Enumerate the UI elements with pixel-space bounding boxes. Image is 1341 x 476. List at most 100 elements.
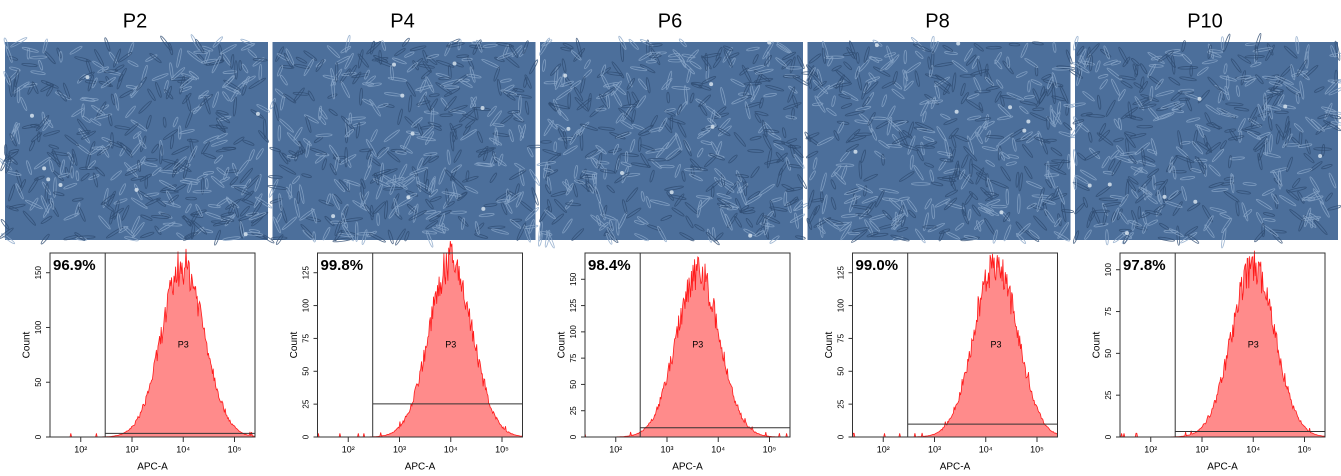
cell [1019,105,1029,115]
x-tick-label: 10³ [660,444,673,454]
cell [695,98,707,106]
cell [813,217,832,228]
cell [1040,137,1048,155]
cell [626,77,635,90]
cell [1314,86,1325,93]
cell [976,59,983,77]
cell [882,209,893,221]
cell [1292,177,1301,189]
histogram-area [584,256,790,438]
x-tick-label: 10² [1144,444,1157,454]
cell [402,176,416,188]
cell [1020,42,1029,58]
cell [22,210,36,226]
cell [1114,155,1134,164]
cell [649,169,655,183]
cell [955,222,965,231]
cell [267,185,288,190]
cell [42,200,53,218]
cell [1139,103,1157,110]
cell [924,198,932,210]
cell [443,87,461,97]
y-axis-label: Count [289,331,300,358]
cell [769,235,780,244]
cell [1134,96,1145,111]
cell [449,210,467,215]
cell [186,138,199,143]
cell [1130,166,1144,173]
cell [1133,82,1144,90]
cell [539,205,550,223]
cell [330,220,344,225]
cell [836,120,850,125]
cell [668,194,687,200]
cell [813,80,827,91]
cell [1164,201,1183,208]
cell [967,208,972,221]
cell [912,43,932,53]
cell [1153,204,1166,213]
cell [922,225,937,229]
cell [662,120,673,134]
cell [439,113,453,117]
y-tick-label: 0 [34,434,43,439]
x-tick-label: 10⁴ [979,444,993,454]
bright-cell [1107,182,1112,187]
cell [270,236,288,241]
cell [668,117,686,125]
cell [1137,177,1152,193]
cell [134,183,143,201]
cell [1054,217,1062,228]
cell [357,53,369,68]
cell [660,214,673,221]
cell [1046,76,1054,90]
cell [686,49,699,63]
cell [315,133,333,138]
cell [34,175,45,181]
cell [312,231,316,243]
cell [37,131,41,143]
cell [1197,89,1210,104]
plot-frame [584,252,791,438]
cell [794,212,799,229]
cell [551,213,565,225]
bright-cell [710,124,715,129]
cell [1168,162,1173,174]
cell [858,160,863,180]
cell [960,173,971,190]
cell [1034,65,1039,77]
cell [108,51,118,64]
cell [421,125,435,139]
cell [255,148,264,160]
cell [223,85,242,95]
cell [1072,61,1090,74]
cell [1076,45,1085,56]
cell [1098,197,1119,202]
cell [1098,123,1107,136]
cell [1197,124,1205,138]
cell [967,115,982,121]
cell [733,131,746,147]
cell [700,140,713,145]
cell [378,49,383,65]
cell [682,62,695,75]
cell [789,56,796,74]
cell [554,198,567,213]
cell [28,177,39,193]
cell [160,212,172,218]
cell [1220,140,1227,150]
cell [12,81,30,94]
cell [986,199,1001,206]
cell [361,98,374,106]
cell [173,183,187,192]
cell [277,64,284,77]
cell [938,228,951,234]
panel-title: P10 [1187,10,1223,32]
cell [1241,128,1261,135]
cell [754,111,769,117]
cell [907,135,916,155]
y-tick-label: 50 [569,379,578,388]
cell [898,196,910,201]
x-tick-label: 10⁵ [1030,444,1044,454]
